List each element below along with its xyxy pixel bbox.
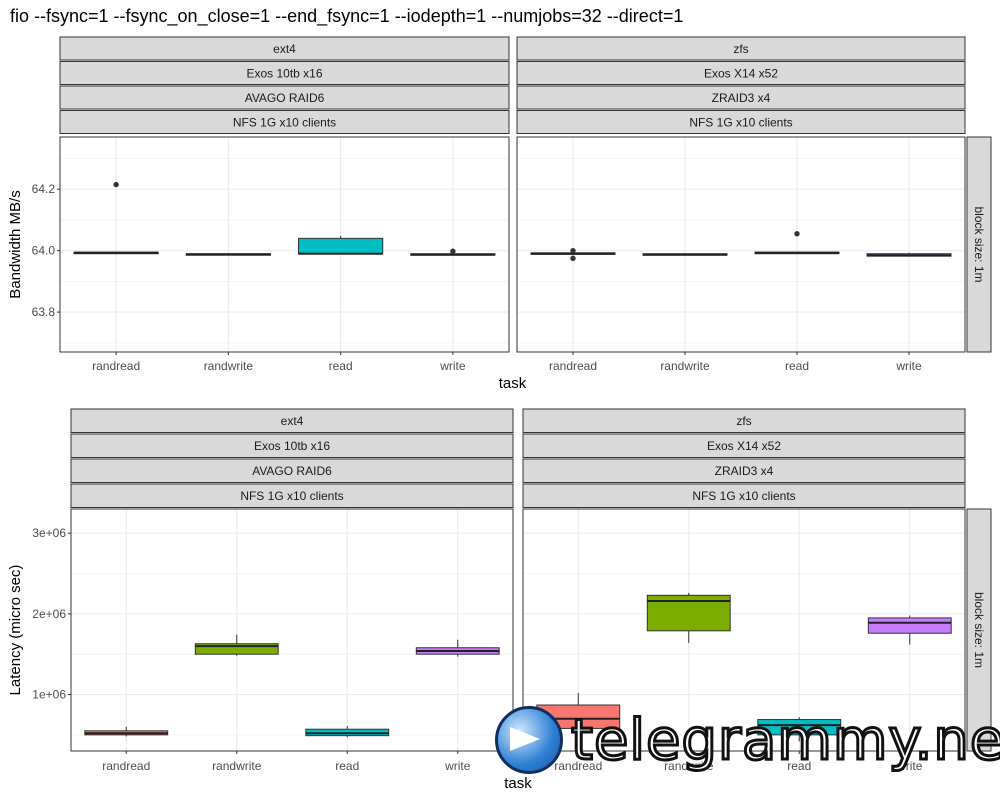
x-axis-title: task	[499, 375, 527, 392]
row-strip	[966, 136, 992, 353]
x-tick-label: randread	[102, 759, 150, 773]
facet-strip-label: Exos X14 x52	[707, 439, 781, 453]
x-tick-label: write	[896, 759, 923, 773]
row-strip-label: block size: 1m	[972, 592, 986, 668]
box-outlier	[570, 247, 576, 254]
box-iqr-read	[298, 237, 384, 255]
x-axis-title: task	[504, 775, 532, 792]
facet-strip	[516, 61, 966, 85]
box-outlier	[570, 255, 576, 262]
facet-strip	[522, 483, 966, 508]
row-strip	[966, 508, 992, 752]
panel-border	[59, 136, 510, 353]
facet-strip	[70, 458, 514, 483]
facet-strip-label: zfs	[733, 42, 748, 56]
facet-strip	[516, 85, 966, 110]
row-strip-label: block size: 1m	[972, 206, 986, 282]
watermark-text: telegrammy.net	[569, 706, 1000, 774]
box-outlier	[113, 181, 119, 188]
y-tick-label: 1e+06	[32, 688, 66, 702]
box-iqr-write	[867, 617, 952, 634]
panel-border	[70, 508, 514, 752]
facet-strip-label: Exos 10tb x16	[254, 439, 330, 453]
facet-strip	[522, 458, 966, 483]
facet-strip	[70, 408, 514, 433]
facet-strip-label: Exos X14 x52	[704, 66, 778, 80]
box-outlier	[794, 231, 800, 237]
x-tick-label: randread	[549, 359, 597, 373]
y-axis-title: Bandwidth MB/s	[7, 190, 24, 298]
facet-strip	[522, 433, 966, 458]
x-tick-label: randwrite	[204, 359, 254, 373]
panel-background	[60, 137, 509, 352]
panel-background	[71, 509, 513, 751]
watermark: telegrammy.net	[495, 700, 1000, 780]
facet-strip	[59, 61, 510, 85]
x-tick-label: write	[444, 759, 471, 773]
facet-strip-label: ext4	[281, 414, 304, 428]
x-tick-label: read	[785, 359, 809, 373]
x-tick-label: write	[895, 359, 922, 373]
box-iqr-read	[757, 719, 842, 736]
facet-strip-label: Exos 10tb x16	[246, 66, 322, 80]
facet-strip-label: zfs	[736, 414, 751, 428]
x-tick-label: read	[335, 759, 359, 773]
chart-title: fio --fsync=1 --fsync_on_close=1 --end_f…	[10, 6, 683, 27]
facet-strip	[70, 483, 514, 508]
telegram-logo-icon	[495, 706, 563, 774]
x-tick-label: read	[787, 759, 811, 773]
panel-background	[517, 137, 965, 352]
facet-strip-label: NFS 1G x10 clients	[233, 115, 336, 129]
x-tick-label: write	[439, 359, 466, 373]
facet-strip	[522, 408, 966, 433]
x-tick-label: randwrite	[212, 759, 262, 773]
facet-strip-label: ZRAID3 x4	[712, 91, 771, 105]
facet-strip-label: NFS 1G x10 clients	[240, 489, 343, 503]
facet-strip-label: ZRAID3 x4	[715, 464, 774, 478]
y-tick-label: 63.8	[32, 305, 56, 319]
facet-strip	[59, 36, 510, 61]
x-tick-label: randread	[554, 759, 602, 773]
y-tick-label: 3e+06	[32, 526, 66, 540]
facet-strip	[70, 433, 514, 458]
x-tick-label: randread	[92, 359, 140, 373]
box-outlier	[450, 248, 456, 254]
box-iqr-randwrite	[194, 643, 279, 655]
facet-strip-label: ext4	[273, 42, 296, 56]
panel-border	[522, 508, 966, 752]
facet-strip	[59, 110, 510, 134]
facet-strip-label: AVAGO RAID6	[252, 464, 332, 478]
facet-strip	[59, 85, 510, 110]
x-tick-label: randwrite	[660, 359, 710, 373]
facet-strip-label: AVAGO RAID6	[245, 91, 325, 105]
facet-strip	[516, 110, 966, 134]
facet-strip-label: NFS 1G x10 clients	[689, 115, 792, 129]
y-tick-label: 64.0	[32, 244, 56, 258]
panel-border	[516, 136, 966, 353]
facet-strip-label: NFS 1G x10 clients	[692, 489, 795, 503]
x-tick-label: read	[329, 359, 353, 373]
facet-strip	[516, 36, 966, 61]
x-tick-label: randwrite	[664, 759, 714, 773]
y-axis-title: Latency (micro sec)	[7, 565, 24, 696]
y-tick-label: 2e+06	[32, 607, 66, 621]
y-tick-label: 64.2	[32, 182, 56, 196]
